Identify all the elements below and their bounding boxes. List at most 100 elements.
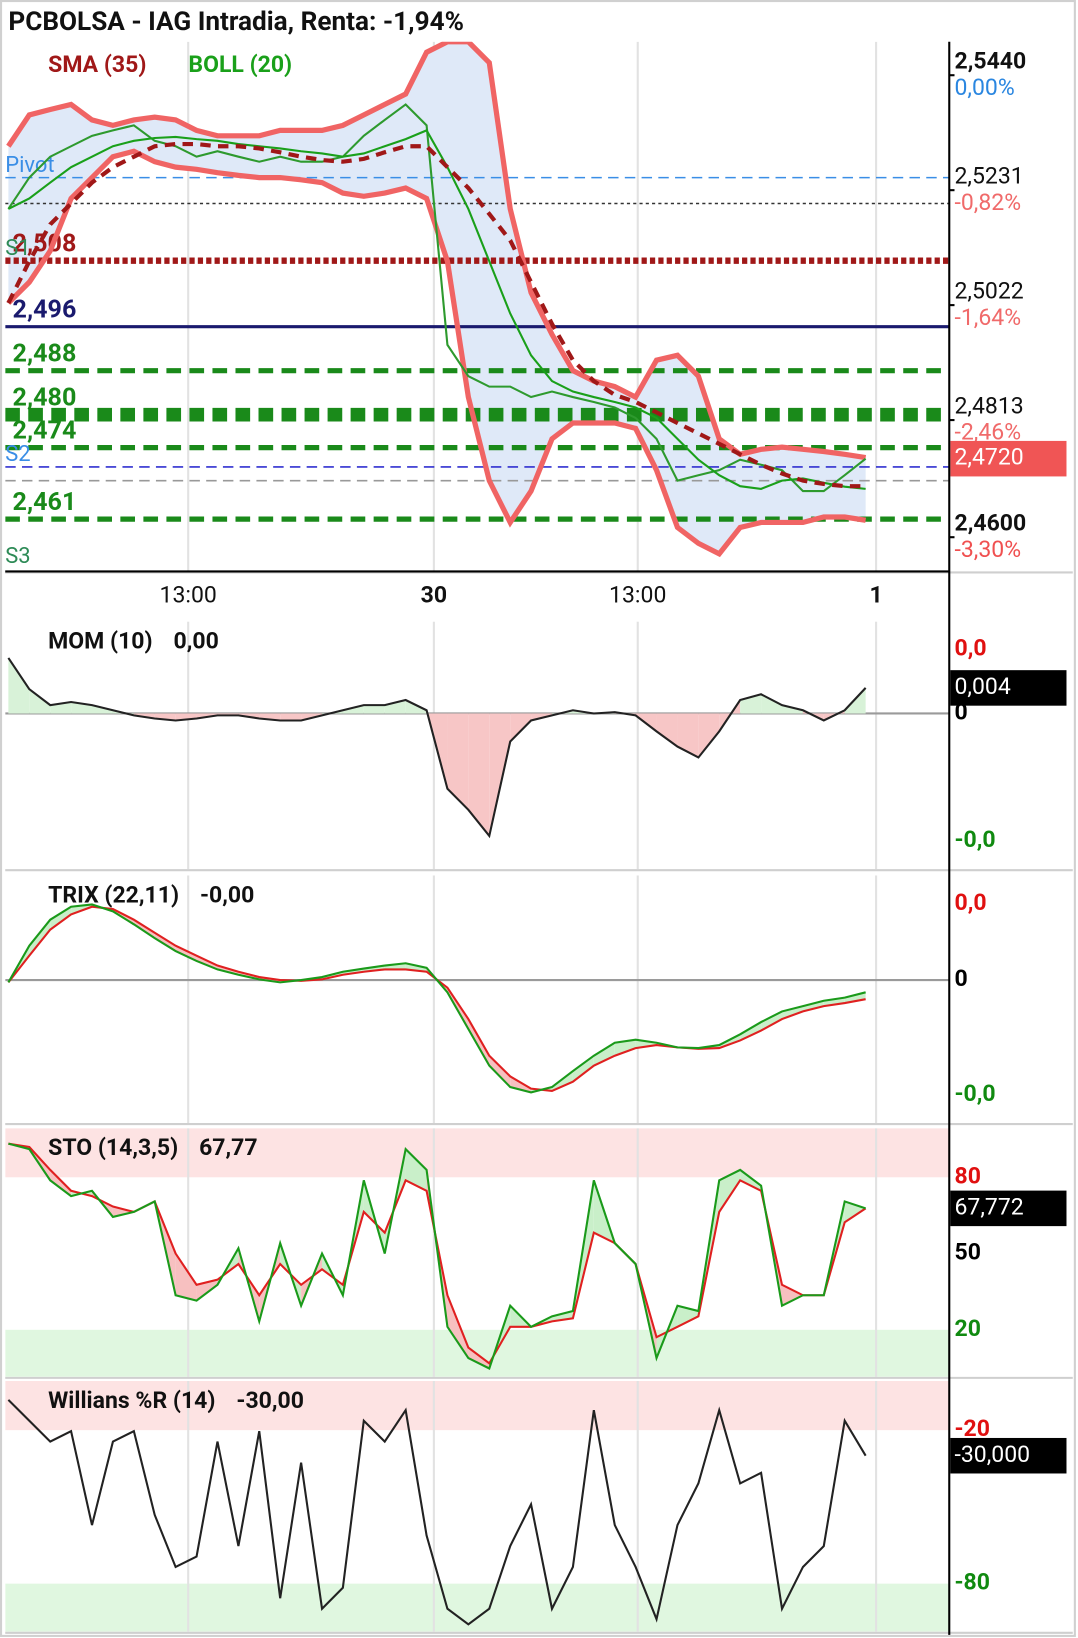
- level-price-label: 2,496: [13, 296, 77, 325]
- momentum-fill: [677, 713, 699, 758]
- header-bar: [5, 0, 948, 42]
- level-label: S1: [5, 236, 30, 261]
- level-price-label: 2,488: [13, 340, 77, 369]
- legend-entry: SMA (35): [48, 51, 146, 78]
- oversold-band: [5, 1583, 950, 1632]
- y-tick-percent: -0,82%: [955, 189, 1022, 216]
- panel: [5, 875, 950, 1123]
- cross-fill: [468, 1019, 490, 1066]
- x-tick-label: 30: [421, 582, 447, 609]
- indicator-line: [7, 1399, 867, 1626]
- current-value-box: [950, 1190, 1067, 1227]
- y-tick-percent: -1,64%: [955, 304, 1022, 331]
- level-price-label: 2,461: [13, 488, 77, 517]
- cross-fill: [593, 1042, 615, 1066]
- cross-fill: [154, 932, 176, 952]
- y-tick-label: -0,0: [955, 826, 996, 853]
- momentum-fill: [280, 713, 302, 721]
- y-tick-percent: -3,30%: [955, 536, 1022, 563]
- momentum-fill: [363, 705, 385, 714]
- cross-fill: [677, 1305, 699, 1327]
- cross-fill: [802, 1000, 824, 1012]
- cross-fill: [489, 1055, 511, 1088]
- level-price-label: 2,480: [13, 384, 77, 413]
- y-tick-label: 50: [955, 1239, 981, 1266]
- overbought-band: [5, 1381, 950, 1431]
- cross-fill: [175, 945, 197, 961]
- y-tick-label: -0,0: [955, 1080, 996, 1107]
- panel: Pivot2,508S12,4962,4882,4802,474S22,461S…: [5, 41, 950, 572]
- x-tick-label: 1: [869, 582, 882, 609]
- current-value-label: 0,004: [955, 673, 1011, 700]
- current-value-label: 2,4720: [955, 444, 1024, 471]
- momentum-fill: [761, 694, 782, 714]
- indicator-line: [8, 1142, 866, 1370]
- indicator-line: [7, 903, 866, 1094]
- panel-title: Willians %R (14): [48, 1387, 215, 1414]
- y-tick-label: 0: [955, 965, 968, 992]
- cross-fill: [761, 1011, 782, 1031]
- cross-fill: [175, 1253, 197, 1301]
- cross-fill: [614, 1039, 636, 1056]
- momentum-fill: [468, 713, 490, 836]
- y-tick-label: -20: [955, 1415, 991, 1442]
- momentum-fill: [656, 713, 678, 747]
- y-tick-label: 80: [955, 1162, 981, 1189]
- current-value-label: -30,000: [955, 1441, 1031, 1468]
- cross-fill: [823, 997, 845, 1007]
- panel-title: MOM (10): [48, 628, 152, 655]
- y-tick-label: 2,5022: [955, 278, 1024, 305]
- page-title: PCBOLSA - IAG Intradia, Renta: -1,94%: [8, 7, 464, 37]
- momentum-fill: [447, 713, 469, 810]
- legend-entry: BOLL (20): [188, 51, 292, 78]
- momentum-fill: [29, 689, 51, 714]
- panel-title: STO (14,3,5): [48, 1134, 178, 1161]
- y-tick-label: 2,5231: [955, 163, 1024, 190]
- y-tick-label: 2,4600: [955, 510, 1027, 537]
- x-tick-label: 13:00: [160, 582, 217, 609]
- indicator-line: [7, 657, 867, 839]
- y-tick-label: 2,5440: [955, 48, 1027, 75]
- y-tick-label: 0,0: [955, 889, 987, 916]
- cross-fill: [29, 919, 51, 956]
- momentum-fill: [489, 713, 511, 836]
- panel: [5, 1381, 950, 1632]
- cross-fill: [635, 1039, 657, 1049]
- current-value-box: [950, 1437, 1067, 1474]
- cross-fill: [781, 1006, 803, 1020]
- cross-fill: [572, 1055, 594, 1082]
- panel-title: TRIX (22,11): [48, 881, 179, 908]
- level-price-label: 2,474: [13, 417, 77, 446]
- y-tick-label: 2,4813: [955, 393, 1024, 420]
- sma-line: [6, 141, 866, 489]
- panel: [5, 1128, 950, 1377]
- panel: [5, 621, 950, 870]
- y-tick-label: 20: [955, 1315, 981, 1342]
- cross-fill: [405, 1149, 427, 1191]
- momentum-fill: [8, 657, 30, 714]
- momentum-fill: [698, 713, 720, 758]
- current-value-box: [950, 670, 1067, 706]
- cross-fill: [719, 1169, 741, 1212]
- boll-middle: [7, 129, 866, 490]
- y-tick-percent: 0,00%: [955, 74, 1015, 101]
- y-tick-label: -80: [955, 1569, 991, 1596]
- overbought-band: [5, 1128, 950, 1178]
- panel-title-value: -0,00: [200, 881, 254, 908]
- cross-fill: [50, 906, 72, 930]
- level-label: Pivot: [5, 153, 54, 178]
- cross-fill: [112, 1206, 134, 1217]
- x-tick-label: 13:00: [609, 582, 666, 609]
- panel-title-value: 0,00: [174, 628, 219, 655]
- current-value-label: 67,772: [955, 1193, 1024, 1220]
- level-label: S3: [5, 544, 30, 569]
- band-fill: [8, 41, 866, 554]
- level-label: S2: [5, 442, 30, 467]
- upper-band: [6, 41, 867, 461]
- panel-title-value: -30,00: [236, 1387, 304, 1414]
- cross-fill: [781, 1284, 803, 1306]
- cross-fill: [844, 992, 866, 1004]
